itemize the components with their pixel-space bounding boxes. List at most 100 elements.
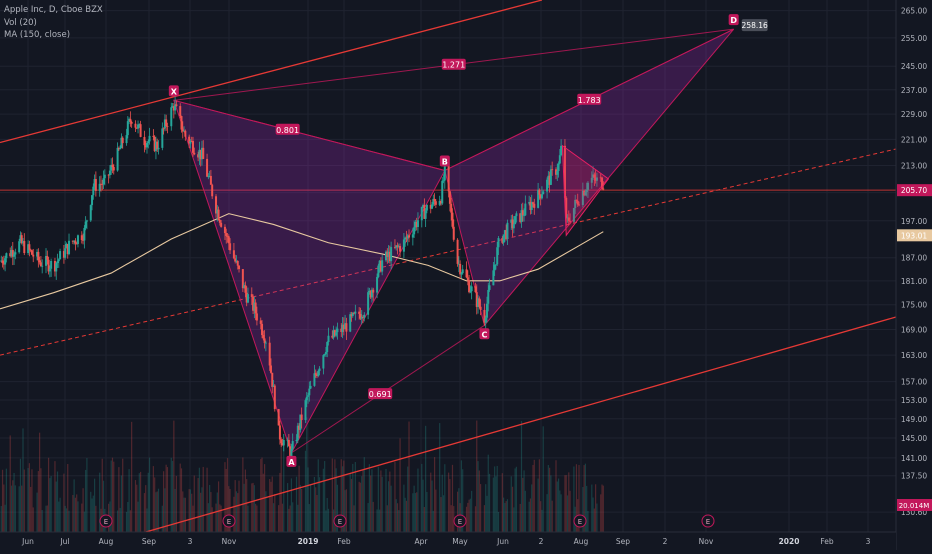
volume-bar: [272, 503, 275, 532]
point-label-D[interactable]: D: [730, 16, 737, 25]
volume-bar: [465, 506, 468, 532]
volume-bar: [547, 465, 549, 532]
candle-body: [595, 177, 598, 181]
volume-bar: [462, 469, 464, 532]
candle-body: [50, 260, 53, 269]
volume-bar: [229, 489, 231, 532]
price-axis[interactable]: 130.60 137.50 141.00 145.00 149.00 153.00 157.…: [895, 0, 932, 550]
channel-line-mid-dashed[interactable]: [0, 148, 897, 356]
legend-volume[interactable]: Vol (20): [4, 17, 37, 28]
candle-body: [57, 259, 60, 262]
candle-body: [332, 330, 335, 338]
channel-line-upper[interactable]: [0, 0, 543, 144]
volume-bar: [12, 480, 14, 532]
point-label-A[interactable]: A: [288, 458, 295, 467]
candle-body: [27, 244, 30, 254]
candle-body: [586, 182, 589, 190]
volume-bars: [0, 417, 604, 532]
price-tick-label: 169.00: [901, 325, 927, 334]
candle-body: [528, 202, 531, 204]
candle-body: [354, 311, 357, 314]
last-price-tag[interactable]: 205.70: [901, 186, 927, 195]
volume-bar: [64, 505, 66, 532]
candle-body: [263, 338, 266, 344]
candle-body: [120, 137, 123, 148]
earnings-marker[interactable]: [573, 514, 587, 528]
triangle-pattern[interactable]: [561, 144, 610, 237]
candle-body: [350, 314, 353, 317]
time-axis[interactable]: Jun Jul Aug Sep 3 Nov 2019 Feb Apr May Jun 2 Aug Sep 2…: [0, 531, 896, 550]
earnings-marker[interactable]: [222, 514, 236, 528]
candle-body: [523, 215, 526, 217]
candle-body: [307, 395, 310, 397]
volume-bar: [430, 472, 432, 532]
earnings-marker-label: E: [458, 518, 462, 526]
ratio-label[interactable]: 1.271: [442, 61, 465, 70]
pattern-labels[interactable]: X A B C D 0.801 0.691 1.271 1.783 258.16: [168, 14, 768, 467]
candle-body: [368, 290, 371, 293]
point-label-X[interactable]: X: [171, 87, 178, 96]
ratio-label[interactable]: 0.691: [369, 390, 392, 399]
candle-body: [23, 240, 26, 254]
volume-bar: [281, 503, 284, 532]
volume-bar: [184, 497, 186, 532]
earnings-marker[interactable]: [453, 514, 467, 528]
channel-line-lower[interactable]: [145, 316, 897, 533]
earnings-marker[interactable]: [333, 514, 347, 528]
volume-bar: [193, 475, 195, 532]
volume-bar: [413, 485, 415, 532]
candle-body: [468, 280, 471, 293]
volume-bar: [349, 473, 351, 532]
ratio-label[interactable]: 1.783: [578, 96, 601, 105]
volume-bar: [362, 469, 364, 532]
legend-symbol[interactable]: Apple Inc, D, Cboe BZX: [4, 5, 103, 15]
volume-bar: [586, 485, 588, 532]
candle-body: [145, 143, 148, 148]
candle-body: [66, 243, 69, 255]
price-tick-label: 141.00: [901, 454, 927, 463]
triangle-shape[interactable]: [561, 144, 610, 237]
ratio-label[interactable]: 0.801: [276, 126, 299, 135]
volume-bar: [217, 481, 220, 532]
candle-body: [574, 199, 577, 209]
candle-body: [206, 158, 209, 177]
volume-bar: [65, 508, 68, 532]
point-label-C[interactable]: C: [481, 330, 487, 339]
candle-body: [520, 210, 523, 222]
volume-bar: [270, 481, 272, 532]
candle-body: [592, 174, 595, 178]
candle-body: [372, 289, 375, 293]
ma-price-tag[interactable]: 193.01: [901, 231, 927, 240]
point-label-B[interactable]: B: [442, 157, 448, 166]
volume-bar: [584, 463, 587, 532]
volume-bar: [260, 459, 262, 532]
volume-bar: [243, 483, 245, 532]
candle-body: [327, 335, 330, 343]
candle-body: [510, 219, 513, 223]
earnings-marker[interactable]: [99, 514, 113, 528]
ratio-line-xb[interactable]: [173, 99, 445, 171]
last-price-tag-bg: [897, 184, 932, 197]
candle-body: [14, 252, 17, 255]
volume-bar: [541, 509, 543, 532]
candle-body: [238, 265, 241, 270]
volume-bar: [113, 461, 115, 532]
volume-bar: [188, 489, 190, 532]
volume-bar: [211, 507, 213, 532]
earnings-marker[interactable]: [701, 514, 715, 528]
candle-body: [226, 235, 229, 237]
target-price-label[interactable]: 258.16: [742, 21, 768, 30]
volume-bar: [68, 510, 70, 532]
candle-body: [521, 210, 524, 216]
legend-ma[interactable]: MA (150, close): [4, 30, 71, 40]
candle-body: [395, 245, 398, 248]
volume-bar: [412, 493, 414, 532]
candle-body: [273, 385, 276, 410]
volume-tag[interactable]: 20.014M: [899, 502, 930, 510]
volume-bar: [238, 480, 240, 532]
point-label-bg: [168, 85, 179, 97]
volume-bar: [468, 499, 470, 532]
